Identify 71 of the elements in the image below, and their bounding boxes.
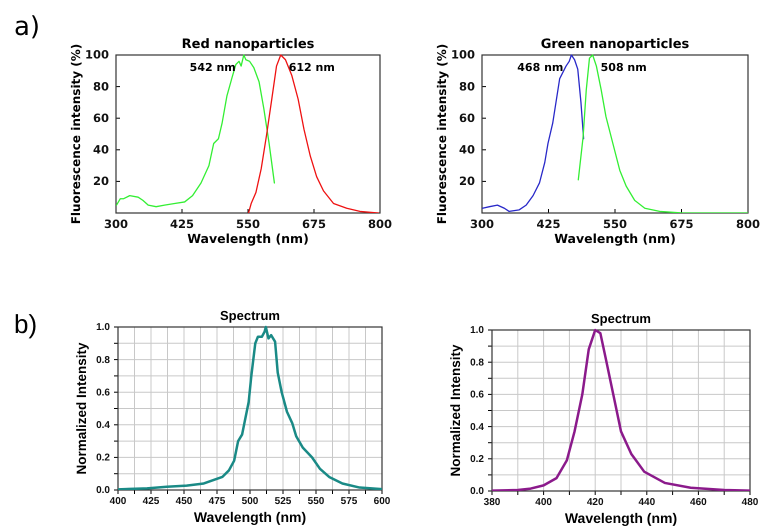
line-series xyxy=(248,54,380,213)
line-series xyxy=(116,54,276,208)
annotation: 468 nm xyxy=(517,61,564,74)
annotation: 508 nm xyxy=(600,61,647,74)
annotation: 612 nm xyxy=(288,61,335,74)
line-series xyxy=(578,54,748,213)
y-tick-label: 100 xyxy=(84,48,109,62)
y-tick-label: 80 xyxy=(92,79,109,94)
y-tick-label: 60 xyxy=(458,110,475,125)
y-tick-label: 100 xyxy=(450,48,475,62)
x-tick-label: 550 xyxy=(236,217,260,232)
x-tick-label: 675 xyxy=(302,217,326,232)
y-tick-label: 0.8 xyxy=(470,357,484,368)
x-axis-title: Wavelength (nm) xyxy=(194,509,306,525)
annotation: 542 nm xyxy=(190,61,236,74)
x-tick-label: 460 xyxy=(690,497,708,508)
x-tick-label: 575 xyxy=(340,496,358,508)
y-tick-label: 0.0 xyxy=(96,485,110,496)
y-tick-label: 0.6 xyxy=(96,387,110,398)
x-tick-label: 440 xyxy=(638,497,656,508)
x-tick-label: 380 xyxy=(484,497,501,508)
x-tick-label: 480 xyxy=(742,497,759,508)
x-tick-label: 400 xyxy=(535,497,552,508)
y-tick-label: 80 xyxy=(458,79,475,94)
x-tick-label: 425 xyxy=(142,496,160,508)
x-tick-label: 550 xyxy=(602,217,628,232)
chart-title: Spectrum xyxy=(591,311,651,326)
y-tick-label: 0.2 xyxy=(96,452,110,464)
chart-title: Green nanoparticles xyxy=(540,37,690,52)
y-axis-title: Fluorescence intensity (%) xyxy=(69,44,83,224)
line-series xyxy=(492,328,750,491)
x-tick-label: 400 xyxy=(110,496,127,508)
x-tick-label: 600 xyxy=(374,496,391,508)
x-tick-label: 550 xyxy=(308,496,325,508)
x-tick-label: 450 xyxy=(176,496,193,508)
y-tick-label: 0.4 xyxy=(96,420,110,431)
x-tick-label: 500 xyxy=(242,496,259,508)
x-axis-title: Wavelength (nm) xyxy=(554,231,676,246)
y-axis-title: Fluorescence intensity (%) xyxy=(435,44,449,224)
x-tick-label: 475 xyxy=(208,496,226,508)
y-tick-label: 0.0 xyxy=(470,486,484,498)
y-tick-label: 0.8 xyxy=(96,354,110,366)
y-tick-label: 1.0 xyxy=(470,325,484,336)
text: a) xyxy=(14,12,40,42)
y-tick-label: 60 xyxy=(92,110,109,125)
x-tick-label: 300 xyxy=(470,217,494,232)
y-axis-title: Normalized Intensity xyxy=(74,342,89,475)
y-tick-label: 0.2 xyxy=(470,454,484,465)
x-tick-label: 675 xyxy=(669,217,694,232)
text: b) xyxy=(14,309,38,339)
y-tick-label: 40 xyxy=(458,142,475,156)
y-tick-label: 20 xyxy=(92,174,109,188)
y-tick-label: 0.6 xyxy=(470,390,484,401)
x-axis-title: Wavelength (nm) xyxy=(187,231,309,246)
line-series xyxy=(482,54,584,212)
x-tick-label: 800 xyxy=(368,217,392,232)
x-tick-label: 425 xyxy=(170,217,194,232)
y-tick-label: 1.0 xyxy=(96,322,110,334)
chart-title: Spectrum xyxy=(220,308,280,323)
y-tick-label: 0.4 xyxy=(470,422,484,433)
x-tick-label: 800 xyxy=(736,217,760,232)
chart-title: Red nanoparticles xyxy=(182,37,315,52)
x-tick-label: 300 xyxy=(104,217,128,232)
x-tick-label: 420 xyxy=(586,497,604,508)
x-axis-title: Wavelength (nm) xyxy=(564,510,678,526)
y-tick-label: 20 xyxy=(458,174,475,188)
x-tick-label: 525 xyxy=(274,496,292,508)
line-series xyxy=(118,326,382,490)
y-tick-label: 40 xyxy=(92,142,109,156)
x-tick-label: 425 xyxy=(536,217,561,232)
y-axis-title: Normalized Intensity xyxy=(448,344,463,477)
